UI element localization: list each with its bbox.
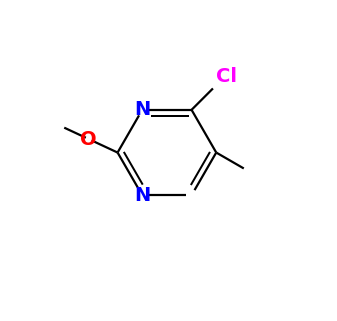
Text: N: N	[134, 186, 150, 205]
Text: O: O	[81, 130, 97, 149]
Text: N: N	[134, 100, 150, 119]
Text: Cl: Cl	[216, 67, 237, 86]
